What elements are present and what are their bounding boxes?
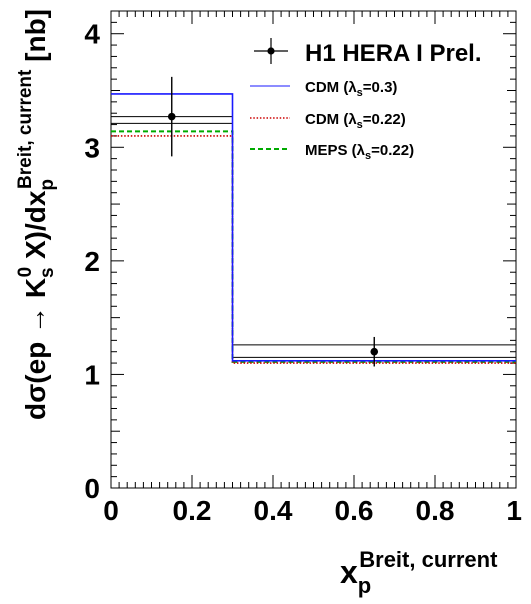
y-tick-label: 3 [84, 132, 100, 163]
x-tick-label: 0.6 [335, 495, 374, 526]
data-point [167, 112, 176, 121]
legend-cdm-03-label: CDM (λs=0.3) [305, 79, 397, 99]
histogram-022-dashed [111, 130, 516, 363]
x-tick-label: 0.2 [173, 495, 212, 526]
x-tick-label: 0 [103, 495, 119, 526]
legend-entry-cdm-022: CDM (λs=0.22) [250, 111, 406, 131]
x-tick-labels: 0 0.2 0.4 0.6 0.8 1 [103, 495, 522, 526]
y-axis-title: dσ(ep → Ks0 X)/dxpBreit, current [nb] [15, 9, 58, 420]
legend-data-marker [267, 47, 275, 55]
data-point [370, 347, 379, 356]
histogram-022-dotted [111, 135, 516, 364]
legend-data-label: H1 HERA I Prel. [305, 40, 482, 67]
legend: H1 HERA I Prel. CDM (λs=0.3) CDM (λs=0.2… [250, 38, 482, 162]
y-tick-label: 4 [84, 19, 100, 50]
x-tick-label: 1 [506, 495, 522, 526]
legend-entry-meps: MEPS (λs=0.22) [250, 142, 414, 162]
y-tick-label: 2 [84, 246, 100, 277]
legend-meps-label: MEPS (λs=0.22) [305, 142, 414, 162]
y-tick-labels: 0 1 2 3 4 [84, 19, 100, 504]
legend-cdm-022-label: CDM (λs=0.22) [305, 111, 406, 131]
y-tick-label: 0 [84, 473, 100, 504]
data-points [167, 76, 379, 367]
legend-entry-cdm-03: CDM (λs=0.3) [250, 79, 397, 99]
axis-ticks [110, 10, 517, 489]
legend-entry-data: H1 HERA I Prel. [254, 38, 482, 67]
x-tick-label: 0.4 [254, 495, 293, 526]
y-tick-label: 1 [84, 359, 100, 390]
x-tick-label: 0.8 [416, 495, 455, 526]
x-axis-title: xpBreit, current [340, 547, 498, 598]
